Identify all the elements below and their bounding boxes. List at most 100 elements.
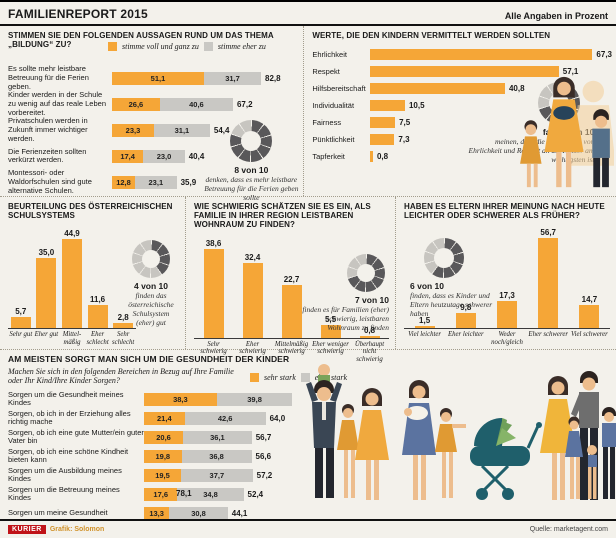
stat-caption: finden das österreichische Schulsystem (… [128, 291, 174, 328]
graphic-credit: Grafik: Solomon [49, 526, 105, 533]
value-bar [579, 304, 600, 329]
sorgen-subtitle: Machen Sie sich in den folgenden Bereich… [8, 366, 234, 386]
category-label: Sehr schwierig [200, 340, 227, 356]
category-label: Viel schwerer [571, 331, 608, 339]
value-bar [36, 258, 57, 329]
header: FAMILIENREPORT 2015 Alle Angaben in Proz… [0, 0, 616, 26]
bar-segment-sehr: 17,6 [144, 487, 178, 501]
bar-segment-voll: 23,3 [112, 123, 154, 137]
value-label: Ehrlichkeit [312, 50, 347, 60]
value-bar [320, 324, 341, 338]
sorgen-row: Sorgen, ob ich eine schöne Kindheit biet… [8, 447, 608, 466]
bar-column: 11,6 [85, 295, 111, 329]
bar-total: 52,4 [247, 489, 264, 499]
value-bar [87, 305, 108, 329]
stacked-bar: 51,1 31,7 82,8 [112, 71, 281, 85]
value-bar [538, 237, 559, 329]
stat-value: 6 von 10 [410, 281, 445, 292]
donut-chart [347, 253, 385, 292]
stacked-bar: 21,4 42,6 64,0 [144, 411, 285, 425]
bar-value-label: 10,5 [408, 101, 425, 111]
bar-segment-eher: 34,8 [177, 487, 244, 501]
bar-column: 5,5 [311, 315, 350, 338]
panel-eltern-heute-title: HABEN ES ELTERN IHRER MEINUNG NACH HEUTE… [404, 202, 605, 221]
bar-column: 17,3 [486, 291, 527, 329]
bar-value-label: 32,4 [244, 253, 261, 263]
legend-swatch-orange [250, 372, 259, 382]
bar-column: 9,8 [445, 303, 486, 329]
bar-column: 14,7 [569, 295, 610, 329]
legend-swatch-gray [300, 372, 310, 382]
stacked-bar: 19,8 36,8 56,6 [144, 449, 271, 463]
statement-label: Montessori- oder Waldorfschulen sind gut… [8, 168, 92, 195]
bar-value-label: 2,8 [117, 312, 129, 322]
legend-label-voll: stimme voll und ganz zu [122, 42, 199, 51]
panel-schulsystem-title: BEURTEILUNG DES ÖSTERREICHISCHEN SCHULSY… [8, 202, 173, 221]
panel-sorgen-title: AM MEISTEN SORGT MAN SICH UM DIE GESUNDH… [8, 354, 290, 364]
sorgen-row: Sorgen um meine Gesundheit 13,3 30,8 44,… [8, 504, 608, 523]
worry-label: Sorgen um die Gesundheit meines Kindes [8, 390, 124, 408]
bar-segment-voll: 12,8 [112, 175, 136, 189]
bar-total: 56,7 [255, 432, 272, 442]
category-label: Eher schwerer [528, 331, 568, 339]
value-bar [370, 49, 593, 61]
value-bar [455, 312, 476, 329]
value-bar [370, 117, 396, 129]
value-bar [359, 335, 380, 338]
legend-swatch-orange [108, 42, 117, 51]
value-label: Hilfsbereitschaft [312, 84, 366, 94]
panel-schulsystem: BEURTEILUNG DES ÖSTERREICHISCHEN SCHULSY… [0, 197, 186, 349]
stray-value-label: 78,1 [176, 488, 192, 498]
stat-caption: meinen, dass die Vermittlung von Ehrlich… [468, 137, 595, 164]
bildung-row: Privatschulen werden in Zukunft immer wi… [8, 117, 301, 143]
bar-segment-eher: 37,7 [181, 468, 253, 482]
stacked-bar: 17,4 23,0 40,4 [112, 149, 204, 163]
bildung-row: Die Ferienzeiten sollten verkürzt werden… [8, 143, 301, 169]
category-label: Eher leichter [447, 331, 484, 339]
category-labels: Viel leichter Eher leichter Weder noch/g… [404, 329, 610, 347]
source-credit: Quelle: marketagent.com [529, 526, 608, 533]
category-label: Viel leichter [408, 331, 442, 339]
bildung-rows: Es sollte mehr leistbare Betreuung für d… [8, 65, 301, 195]
category-labels: Sehr schwierig Eher schwierig Mittelmäßi… [194, 339, 389, 364]
bildung-legend: stimme voll und ganz zu stimme eher zu [108, 42, 266, 51]
worry-label: Sorgen, ob ich eine gute Mutter/ein gute… [8, 428, 144, 446]
category-label: Weder noch/gleich [491, 331, 523, 347]
bar-value-label: 0,8 [363, 325, 376, 335]
stacked-bar: 13,3 30,8 44,1 [144, 506, 247, 520]
donut-chart [132, 240, 170, 279]
bar-value-label: 5,5 [324, 314, 337, 324]
bar-segment-voll: 26,6 [112, 97, 160, 111]
category-label: Sehr gut [9, 331, 33, 339]
worry-label: Sorgen, ob ich in der Erziehung alles ri… [8, 409, 131, 427]
section-top: STIMMEN SIE DEN FOLGENDEN AUSSAGEN RUND … [0, 26, 616, 202]
bar-segment-eher: 23,0 [143, 149, 185, 163]
stat-value: fast 7 von 10 [542, 127, 595, 137]
stat-value: 8 von 10 [234, 165, 269, 175]
value-bar [370, 134, 395, 146]
bar-column: 0,8 [350, 326, 389, 338]
bar-segment-eher: 40,6 [159, 97, 233, 111]
category-label: Mittelmäßig schwierig [274, 340, 309, 356]
statement-label: Es sollte mehr leistbare Betreuung für d… [8, 64, 89, 91]
value-bar [370, 66, 559, 78]
value-label: Pünktlichkeit [312, 135, 355, 145]
werte-row: Fairness 7,5 [312, 114, 612, 131]
bar-segment-sehr: 20,6 [144, 430, 184, 444]
stat-value: 4 von 10 [133, 281, 169, 292]
value-bar [370, 100, 405, 112]
page-title: FAMILIENREPORT 2015 [8, 7, 148, 21]
panel-wohnraum: WIE SCHWIERIG SCHÄTZEN SIE ES EIN, ALS F… [186, 197, 396, 363]
donut-chart [424, 238, 464, 279]
legend-swatch-gray [203, 42, 213, 51]
wohnraum-chart: 38,6 32,4 22,7 5,5 0,8 Sehr schwierig Eh… [194, 234, 389, 364]
bar-value-label: 67,3 [596, 50, 612, 60]
worry-label: Sorgen, ob ich eine schöne Kindheit biet… [8, 447, 129, 465]
value-label: Tapferkeit [312, 152, 345, 162]
donut-chart [538, 82, 581, 124]
value-bar [203, 248, 224, 338]
bar-segment-eher: 31,1 [153, 123, 210, 137]
worry-label: Sorgen um meine Gesundheit [8, 508, 108, 518]
bar-segment-eher: 39,8 [216, 392, 293, 406]
bar-value-label: 40,8 [508, 84, 525, 94]
